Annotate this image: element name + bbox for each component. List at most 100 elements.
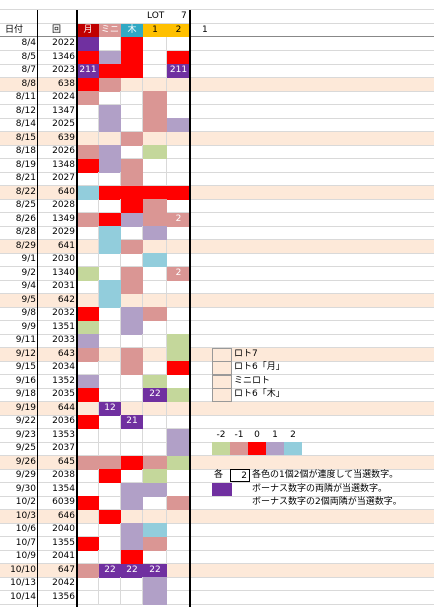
empty-cell bbox=[143, 37, 167, 51]
colored-cell bbox=[99, 158, 121, 173]
date: 8/7 bbox=[21, 65, 36, 75]
colored-cell bbox=[121, 455, 143, 470]
empty-cell bbox=[121, 428, 143, 443]
empty-cell bbox=[77, 590, 99, 605]
colored-cell bbox=[77, 320, 99, 335]
empty-cell bbox=[143, 509, 167, 524]
labeled-cell: 211 bbox=[167, 64, 190, 78]
colored-cell bbox=[121, 50, 143, 65]
empty-cell bbox=[121, 118, 143, 132]
empty-cell bbox=[77, 280, 99, 294]
empty-cell bbox=[121, 388, 143, 402]
round-number: 2023 bbox=[52, 65, 75, 75]
round-number: 2042 bbox=[52, 578, 75, 588]
empty-cell bbox=[121, 226, 143, 240]
row bbox=[0, 415, 434, 429]
round-number: 2031 bbox=[52, 281, 75, 291]
empty-cell bbox=[167, 590, 190, 605]
colored-cell bbox=[121, 239, 143, 254]
empty-cell bbox=[167, 131, 190, 146]
empty-cell bbox=[167, 104, 190, 119]
colored-cell bbox=[99, 50, 121, 65]
colored-cell bbox=[143, 523, 167, 537]
empty-cell bbox=[143, 334, 167, 348]
round-number: 642 bbox=[57, 294, 75, 305]
round-number: 2032 bbox=[52, 308, 75, 318]
labeled-cell: 2 bbox=[167, 212, 190, 227]
empty-cell bbox=[99, 172, 121, 186]
empty-cell bbox=[167, 158, 190, 173]
empty-cell bbox=[167, 280, 190, 294]
colored-cell bbox=[121, 482, 143, 497]
date: 10/7 bbox=[15, 537, 36, 548]
colored-cell bbox=[121, 185, 143, 200]
colored-cell bbox=[99, 280, 121, 294]
colored-cell bbox=[77, 266, 99, 281]
empty-cell bbox=[143, 550, 167, 564]
date: 9/25 bbox=[15, 443, 36, 453]
colored-cell bbox=[167, 388, 190, 402]
empty-cell bbox=[77, 253, 99, 267]
labeled-cell: 2 bbox=[167, 266, 190, 281]
date: 9/12 bbox=[15, 348, 36, 359]
date: 9/26 bbox=[15, 456, 36, 467]
colored-cell bbox=[121, 361, 143, 375]
colored-cell bbox=[121, 64, 143, 78]
colored-cell bbox=[99, 293, 121, 308]
header-mini: ミニ bbox=[99, 24, 121, 37]
empty-cell bbox=[167, 239, 190, 254]
header-row bbox=[0, 10, 434, 24]
empty-cell bbox=[143, 415, 167, 429]
empty-cell bbox=[77, 226, 99, 240]
empty-cell bbox=[121, 253, 143, 267]
round-number: 639 bbox=[57, 132, 75, 143]
empty-cell bbox=[167, 563, 190, 578]
empty-cell bbox=[99, 523, 121, 537]
colored-cell bbox=[77, 50, 99, 65]
colored-cell bbox=[121, 158, 143, 173]
header-mon: 月 bbox=[77, 24, 99, 37]
colored-cell bbox=[167, 442, 190, 456]
date: 10/2 bbox=[15, 497, 36, 507]
colored-cell bbox=[77, 334, 99, 348]
date: 8/25 bbox=[15, 200, 36, 210]
round-number: 2037 bbox=[52, 443, 75, 453]
labeled-cell: 22 bbox=[121, 563, 143, 578]
empty-cell bbox=[99, 442, 121, 456]
empty-cell bbox=[99, 199, 121, 213]
round-number: 647 bbox=[57, 564, 75, 575]
colored-cell bbox=[77, 374, 99, 389]
row bbox=[0, 91, 434, 105]
round-number: 2038 bbox=[52, 470, 75, 480]
colored-cell bbox=[77, 563, 99, 578]
labeled-cell: 22 bbox=[143, 563, 167, 578]
empty-cell bbox=[167, 91, 190, 105]
round-number: 2036 bbox=[52, 416, 75, 426]
colored-cell bbox=[99, 185, 121, 200]
colored-cell bbox=[77, 145, 99, 159]
date: 9/19 bbox=[15, 402, 36, 413]
colored-cell bbox=[167, 334, 190, 348]
colored-cell bbox=[121, 347, 143, 362]
date: 8/12 bbox=[15, 105, 36, 116]
empty-cell bbox=[143, 239, 167, 254]
round-number: 2040 bbox=[52, 524, 75, 534]
round-number: 640 bbox=[57, 186, 75, 197]
empty-cell bbox=[99, 536, 121, 551]
date: 8/8 bbox=[21, 78, 36, 89]
empty-cell bbox=[167, 320, 190, 335]
round-number: 2024 bbox=[52, 92, 75, 102]
round-number: 2028 bbox=[52, 200, 75, 210]
scale-label: 2 bbox=[290, 429, 296, 440]
colored-cell bbox=[143, 469, 167, 483]
date: 10/10 bbox=[10, 564, 36, 575]
empty-cell bbox=[167, 226, 190, 240]
empty-cell bbox=[99, 590, 121, 605]
row bbox=[0, 523, 434, 537]
colored-cell bbox=[77, 91, 99, 105]
round-number: 641 bbox=[57, 240, 75, 251]
empty-cell bbox=[143, 320, 167, 335]
colored-cell bbox=[77, 347, 99, 362]
round-number: 645 bbox=[57, 456, 75, 467]
